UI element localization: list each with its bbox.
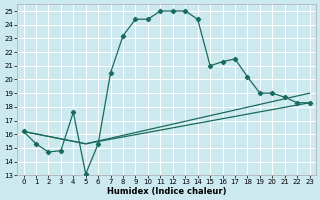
X-axis label: Humidex (Indice chaleur): Humidex (Indice chaleur) bbox=[107, 187, 226, 196]
